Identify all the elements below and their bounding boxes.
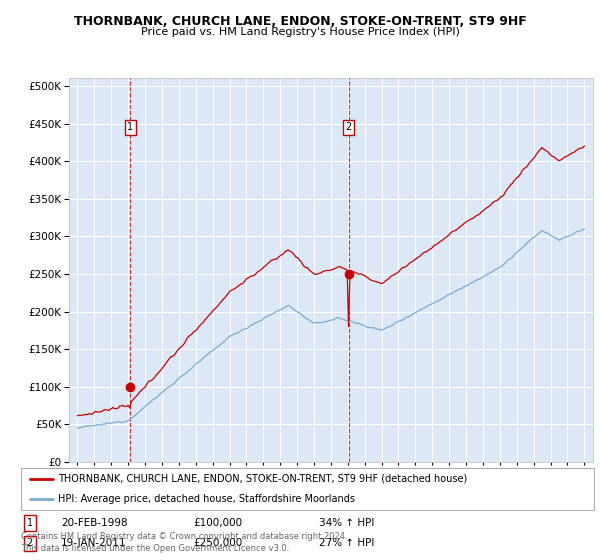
Text: 2: 2 <box>27 538 33 548</box>
Text: 27% ↑ HPI: 27% ↑ HPI <box>319 538 374 548</box>
Text: £100,000: £100,000 <box>193 518 242 528</box>
Text: Price paid vs. HM Land Registry's House Price Index (HPI): Price paid vs. HM Land Registry's House … <box>140 27 460 38</box>
Text: 1: 1 <box>127 122 133 132</box>
Text: 2: 2 <box>346 122 352 132</box>
Text: HPI: Average price, detached house, Staffordshire Moorlands: HPI: Average price, detached house, Staf… <box>58 494 355 504</box>
Text: Contains HM Land Registry data © Crown copyright and database right 2024.
This d: Contains HM Land Registry data © Crown c… <box>21 532 347 553</box>
Text: £250,000: £250,000 <box>193 538 242 548</box>
Text: 20-FEB-1998: 20-FEB-1998 <box>61 518 128 528</box>
Text: THORNBANK, CHURCH LANE, ENDON, STOKE-ON-TRENT, ST9 9HF: THORNBANK, CHURCH LANE, ENDON, STOKE-ON-… <box>74 15 526 28</box>
Text: 19-JAN-2011: 19-JAN-2011 <box>61 538 127 548</box>
Text: THORNBANK, CHURCH LANE, ENDON, STOKE-ON-TRENT, ST9 9HF (detached house): THORNBANK, CHURCH LANE, ENDON, STOKE-ON-… <box>58 474 467 484</box>
Text: 1: 1 <box>27 518 33 528</box>
Text: 34% ↑ HPI: 34% ↑ HPI <box>319 518 374 528</box>
